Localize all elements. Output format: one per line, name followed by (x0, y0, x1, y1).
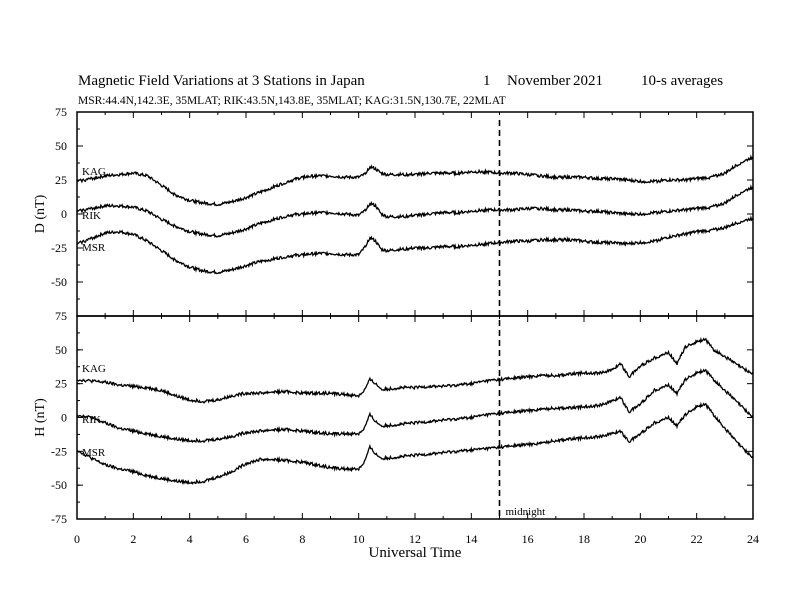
x-tick-label: 12 (409, 532, 421, 546)
x-tick-label: 16 (522, 532, 534, 546)
x-tick-label: 6 (243, 532, 249, 546)
h-panel-frame (76, 315, 754, 520)
y-tick-label: -25 (51, 241, 67, 255)
d-panel: 75 50 25 0 -25 -50 D (nT) KAG RIK MSR (33, 105, 754, 317)
x-tick-label: 10 (353, 532, 365, 546)
title-main: Magnetic Field Variations at 3 Stations … (78, 73, 365, 89)
y-tick-label: 75 (55, 105, 67, 119)
station-info: MSR:44.4N,142.3E, 35MLAT; RIK:43.5N,143.… (78, 95, 506, 107)
x-tick-label: 4 (187, 532, 193, 546)
title-averaging: 10-s averages (641, 73, 724, 89)
y-tick-label: -50 (51, 275, 67, 289)
series-line-kag (76, 336, 754, 404)
x-tick-label: 24 (747, 532, 759, 546)
y-tick-label: 0 (61, 207, 67, 221)
midnight-marker-label: midnight (506, 506, 546, 518)
x-tick-label: 2 (130, 532, 136, 546)
y-tick-label: 25 (55, 377, 67, 391)
y-tick-label: -25 (51, 444, 67, 458)
x-tick-label: 20 (634, 532, 646, 546)
series-label-kag: KAG (82, 166, 106, 178)
series-line-kag (76, 154, 754, 207)
x-tick-label: 22 (691, 532, 703, 546)
series-label-msr: MSR (82, 242, 106, 254)
series-label-rik: RIK (82, 414, 101, 426)
title-year: 2021 (573, 73, 603, 89)
x-tick-label: 18 (578, 532, 590, 546)
x-axis-label: Universal Time (369, 545, 462, 561)
y-tick-label: 0 (61, 411, 67, 425)
x-tick-label: 8 (299, 532, 305, 546)
y-tick-label: -75 (51, 512, 67, 526)
series-label-msr: MSR (82, 447, 106, 459)
series-label-rik: RIK (82, 210, 101, 222)
series-label-kag: KAG (82, 363, 106, 375)
y-tick-label: 50 (55, 139, 67, 153)
series-line-rik (76, 367, 754, 444)
series-line-rik (76, 184, 754, 238)
y-tick-label: 75 (55, 309, 67, 323)
y-tick-label: 25 (55, 173, 67, 187)
x-tick-label: 0 (74, 532, 80, 546)
series-line-msr (76, 215, 754, 275)
series-line-msr (76, 401, 754, 485)
y-axis-label: D (nT) (33, 194, 48, 233)
y-axis-label: H (nT) (33, 398, 48, 437)
y-tick-label: -50 (51, 478, 67, 492)
y-tick-label: 50 (55, 343, 67, 357)
x-tick-label: 14 (465, 532, 477, 546)
title-month: November (507, 73, 571, 89)
title-day: 1 (483, 73, 491, 89)
h-panel: 75 50 25 0 -25 -50 -75 H (nT) KAG RIK MSR (33, 309, 754, 526)
